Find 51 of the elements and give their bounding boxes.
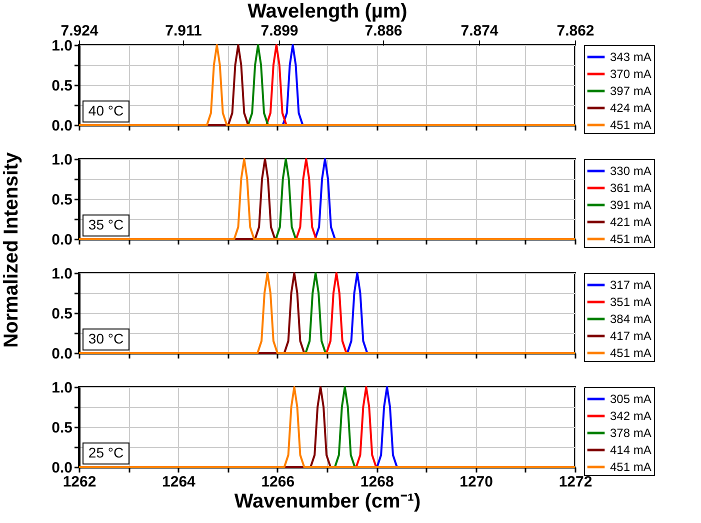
legend-label: 378 mA (610, 426, 652, 440)
x-tick-label: 1272 (558, 474, 592, 490)
y-tick-label: 1.0 (52, 38, 72, 54)
x-tick-label: 1264 (162, 474, 196, 490)
y-tick-label: 1.0 (52, 152, 72, 168)
legend-label: 451 mA (610, 118, 652, 132)
legend-label: 417 mA (610, 329, 652, 343)
legend-label: 351 mA (610, 295, 652, 309)
legend-label: 342 mA (610, 409, 652, 423)
y-tick-label: 0.0 (52, 118, 72, 134)
y-tick-label: 1.0 (52, 380, 72, 396)
y-tick-label: 0.5 (52, 192, 72, 208)
legend-label: 421 mA (610, 215, 652, 229)
y-tick-label: 0.0 (52, 346, 72, 362)
legend-label: 451 mA (610, 460, 652, 474)
annotation: 40 °C (88, 102, 124, 118)
legend-label: 343 mA (610, 50, 652, 64)
y-tick-label: 0.0 (52, 460, 72, 476)
x2-tick-label: 7.899 (260, 22, 298, 40)
legend-label: 305 mA (610, 392, 652, 406)
legend-label: 397 mA (610, 84, 652, 98)
y-tick-label: 0.5 (52, 78, 72, 94)
legend-label: 361 mA (610, 181, 652, 195)
legend-label: 424 mA (610, 101, 652, 115)
y-tick-label: 0.5 (52, 420, 72, 436)
x-axis-title: Wavenumber (cm⁻¹) (234, 490, 421, 512)
x2-tick-label: 7.862 (556, 22, 594, 40)
x2-axis-title: Wavelength (µm) (248, 0, 408, 22)
legend-label: 414 mA (610, 443, 652, 457)
legend-label: 391 mA (610, 198, 652, 212)
legend-label: 370 mA (610, 67, 652, 81)
legend-label: 451 mA (610, 346, 652, 360)
x2-tick-label: 7.886 (364, 22, 402, 40)
annotation: 35 °C (88, 216, 124, 232)
x2-tick-label: 7.874 (460, 22, 499, 40)
legend-label: 451 mA (610, 232, 652, 246)
x-tick-label: 1268 (360, 474, 394, 490)
y-tick-label: 0.0 (52, 232, 72, 248)
x-tick-label: 1266 (261, 474, 295, 490)
x2-tick-label: 7.911 (165, 22, 202, 40)
y-tick-label: 0.5 (52, 306, 72, 322)
x-tick-label: 1262 (62, 474, 96, 490)
y-tick-label: 1.0 (52, 266, 72, 282)
x2-tick-label: 7.924 (60, 22, 99, 40)
legend-label: 317 mA (610, 278, 652, 292)
legend-label: 384 mA (610, 312, 652, 326)
x-tick-label: 1270 (460, 474, 493, 490)
annotation: 25 °C (88, 444, 124, 460)
annotation: 30 °C (88, 330, 124, 346)
y-axis-title: Normalized Intensity (0, 152, 24, 348)
legend-label: 330 mA (610, 164, 652, 178)
